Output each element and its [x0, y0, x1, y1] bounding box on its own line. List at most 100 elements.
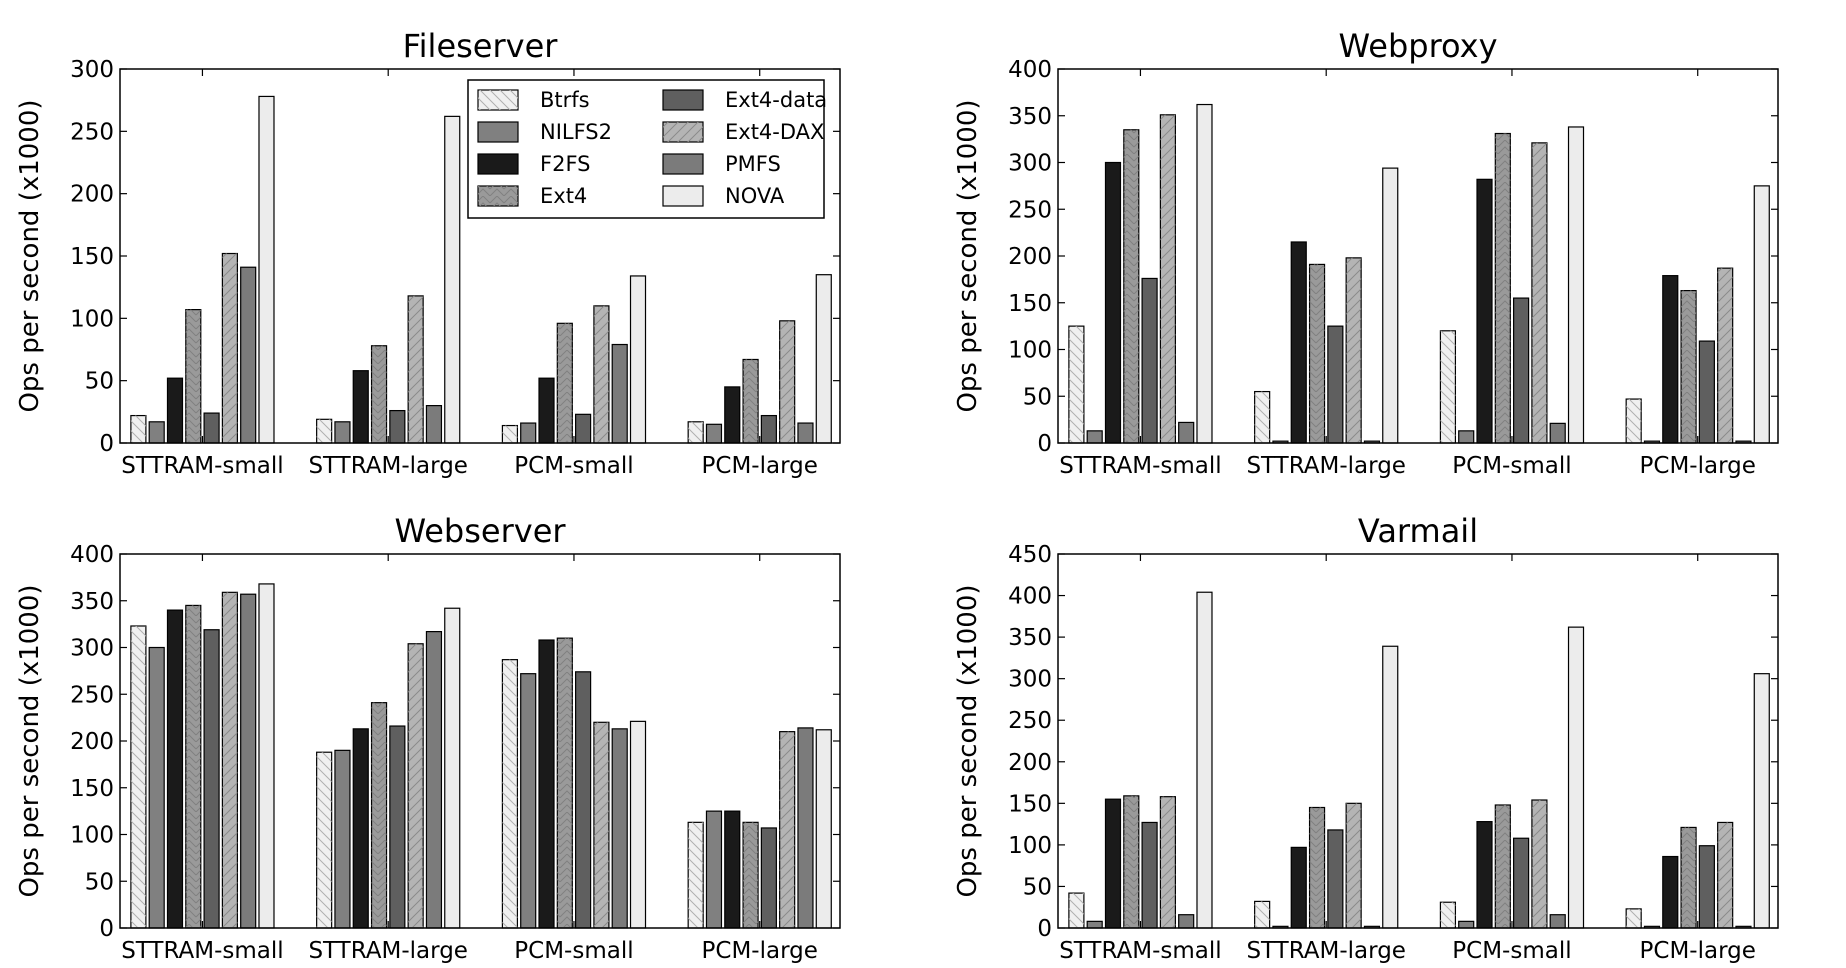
bar-hatch-ext4-sttram-large: [371, 702, 387, 928]
bar-pmfs-pcm-large: [797, 727, 814, 929]
legend-swatch-nova: [662, 185, 704, 207]
plot-frame: [1057, 553, 1779, 929]
bar-hatch-btrfs-sttram-large: [1254, 901, 1270, 928]
chart-title: Webserver: [394, 512, 566, 550]
bar-hatch-ext4-dax-pcm-large: [779, 731, 795, 928]
x-tick-label: PCM-small: [1452, 938, 1571, 964]
bar-nilfs2-sttram-large: [334, 421, 351, 444]
bar-hatch-ext4-dax-pcm-small: [1531, 800, 1547, 928]
chart-title: Fileserver: [403, 27, 559, 65]
bar-f2fs-pcm-small: [1476, 178, 1493, 444]
bar-hatch-btrfs-pcm-large: [688, 822, 704, 928]
x-tick-label: PCM-large: [1640, 938, 1756, 964]
legend-swatch-hatch-ext4: [478, 186, 518, 206]
bar-hatch-ext4-dax-sttram-large: [408, 295, 424, 443]
bar-nova-pcm-small: [629, 275, 647, 444]
legend-label-nova: NOVA: [725, 184, 785, 208]
bar-hatch-ext4-pcm-large: [743, 822, 759, 928]
y-tick-label: 100: [1008, 338, 1052, 364]
bar-hatch-btrfs-sttram-large: [316, 752, 332, 928]
y-tick-label: 300: [1008, 667, 1052, 693]
bar-ext4-data-sttram-large: [1327, 325, 1344, 444]
bar-nova-sttram-small: [1196, 591, 1213, 929]
bar-hatch-ext4-dax-sttram-small: [222, 592, 238, 928]
y-axis-label: Ops per second (x1000): [953, 584, 983, 897]
bar-nilfs2-sttram-small: [148, 421, 165, 444]
bar-pmfs-sttram-small: [1178, 914, 1195, 929]
bar-nova-sttram-large: [1382, 167, 1399, 444]
legend-label-pmfs: PMFS: [725, 152, 781, 176]
bar-ext4-data-pcm-large: [1698, 845, 1715, 929]
bar-hatch-ext4-sttram-small: [185, 309, 201, 443]
y-tick-label: 200: [1008, 244, 1052, 270]
y-tick-label: 150: [70, 244, 114, 270]
bar-pmfs-pcm-small: [1549, 422, 1566, 444]
bar-hatch-btrfs-pcm-small: [502, 659, 518, 928]
bar-nilfs2-sttram-small: [1086, 920, 1103, 929]
bar-nova-pcm-small: [1567, 626, 1585, 929]
y-tick-label: 200: [70, 729, 114, 755]
chart-title: Varmail: [1358, 512, 1478, 550]
y-tick-label: 350: [1008, 625, 1052, 651]
bar-pmfs-sttram-small: [1178, 421, 1195, 444]
bar-nova-sttram-small: [258, 583, 275, 929]
x-tick-label: STTRAM-small: [121, 453, 283, 479]
bar-hatch-ext4-dax-sttram-large: [1346, 257, 1362, 443]
y-tick-label: 150: [70, 776, 114, 802]
x-tick-label: STTRAM-small: [121, 938, 283, 964]
bar-f2fs-pcm-large: [724, 386, 741, 444]
bar-f2fs-sttram-large: [352, 370, 369, 444]
x-tick-label: PCM-small: [514, 938, 633, 964]
y-tick-label: 200: [70, 182, 114, 208]
legend-frame: [467, 79, 825, 219]
bar-nova-pcm-large: [815, 274, 832, 444]
y-tick-label: 250: [70, 119, 114, 145]
bar-ext4-data-pcm-small: [1513, 297, 1530, 444]
y-tick-label: 50: [85, 869, 114, 895]
bar-nilfs2-pcm-small: [520, 673, 537, 929]
bar-nova-sttram-large: [444, 607, 461, 929]
bar-hatch-ext4-pcm-small: [557, 638, 573, 928]
legend-label-btrfs: Btrfs: [540, 88, 590, 112]
bar-hatch-btrfs-pcm-large: [1626, 399, 1642, 443]
bar-ext4-data-pcm-small: [1513, 837, 1530, 929]
y-tick-label: 0: [1037, 916, 1052, 942]
bar-hatch-ext4-dax-pcm-small: [593, 722, 609, 928]
bar-hatch-ext4-dax-pcm-large: [1717, 268, 1733, 443]
bar-ext4-data-sttram-small: [1141, 821, 1158, 929]
bar-hatch-ext4-pcm-large: [743, 359, 759, 443]
y-tick-label: 50: [85, 369, 114, 395]
bar-pmfs-pcm-small: [611, 728, 628, 929]
bar-nova-pcm-large: [815, 729, 832, 929]
x-tick-label: STTRAM-large: [1246, 453, 1406, 479]
bar-hatch-btrfs-sttram-small: [130, 415, 146, 443]
bar-f2fs-pcm-large: [724, 810, 741, 929]
y-tick-label: 150: [1008, 291, 1052, 317]
y-tick-label: 300: [1008, 151, 1052, 177]
x-tick-label: PCM-small: [514, 453, 633, 479]
bar-nilfs2-pcm-small: [1458, 430, 1475, 444]
bar-hatch-btrfs-pcm-small: [1440, 330, 1456, 443]
legend-label-ext4-data: Ext4-data: [725, 88, 827, 112]
y-tick-label: 450: [1008, 542, 1052, 568]
y-tick-label: 400: [1008, 584, 1052, 610]
x-tick-label: STTRAM-small: [1059, 453, 1221, 479]
bar-hatch-btrfs-sttram-small: [1068, 326, 1084, 443]
x-tick-label: STTRAM-large: [308, 938, 468, 964]
bar-f2fs-sttram-small: [166, 377, 184, 444]
bar-f2fs-sttram-small: [1104, 161, 1122, 444]
bar-f2fs-pcm-small: [1476, 821, 1493, 929]
bar-hatch-ext4-dax-pcm-small: [593, 305, 609, 443]
bar-pmfs-pcm-small: [1549, 914, 1566, 929]
legend-swatch-hatch-ext4-dax: [663, 122, 703, 142]
bar-nova-sttram-small: [1196, 103, 1213, 444]
bar-f2fs-pcm-small: [538, 377, 555, 444]
y-tick-label: 250: [1008, 708, 1052, 734]
legend-swatch-nilfs2: [477, 121, 519, 143]
legend-swatch-f2fs: [477, 153, 519, 175]
x-tick-label: PCM-small: [1452, 453, 1571, 479]
bar-f2fs-pcm-large: [1662, 855, 1679, 929]
bar-hatch-ext4-pcm-large: [1681, 827, 1697, 928]
y-tick-label: 250: [70, 682, 114, 708]
